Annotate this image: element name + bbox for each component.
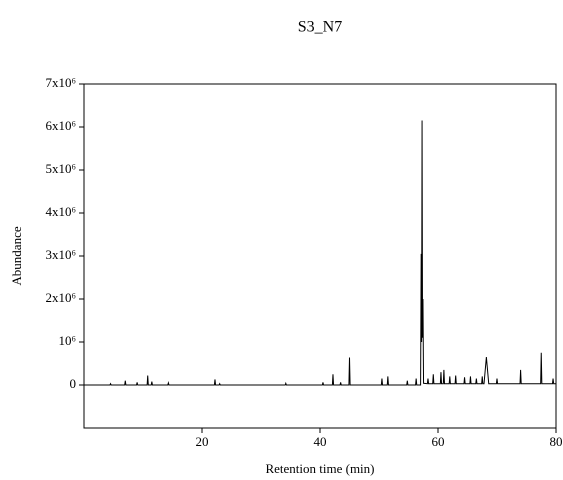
x-tick-label: 20 [196, 434, 209, 449]
x-tick-label: 80 [550, 434, 563, 449]
y-axis-label: Abundance [9, 226, 24, 285]
plot-frame [83, 83, 557, 429]
x-tick-label: 40 [314, 434, 327, 449]
y-tick-label: 7x10⁶ [45, 75, 76, 90]
y-tick-label: 4x10⁶ [45, 204, 76, 219]
y-tick-label: 3x10⁶ [45, 247, 76, 262]
y-tick-label: 5x10⁶ [45, 161, 76, 176]
y-tick-label: 0 [70, 376, 77, 391]
x-tick-label: 60 [432, 434, 445, 449]
y-tick-label: 10⁶ [58, 333, 76, 348]
y-tick-label: 2x10⁶ [45, 290, 76, 305]
chart-title: S3_N7 [298, 19, 342, 36]
x-axis-label: Retention time (min) [265, 461, 374, 476]
trace [84, 120, 556, 386]
y-tick-label: 6x10⁶ [45, 118, 76, 133]
